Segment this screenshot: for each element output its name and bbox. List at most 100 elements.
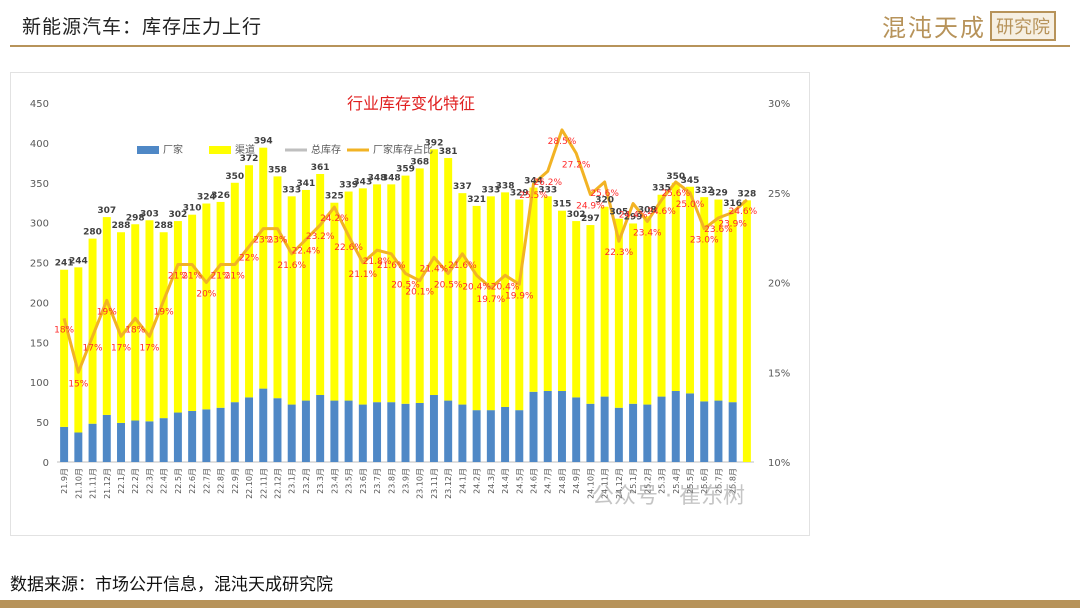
bar-factory — [373, 402, 382, 462]
ratio-value-label: 22.3% — [605, 248, 634, 258]
bar-channel — [671, 182, 680, 391]
total-value-label: 345 — [681, 176, 700, 186]
bar-channel — [202, 203, 211, 410]
ratio-value-label: 17% — [83, 343, 103, 353]
title-divider — [10, 45, 1070, 47]
bar-channel — [401, 175, 410, 404]
x-tick-label: 24.1月 — [458, 468, 467, 494]
bar-channel-final — [742, 200, 751, 462]
ratio-value-label: 25.5% — [519, 191, 548, 201]
bar-factory — [572, 397, 581, 462]
x-tick-label: 23.2月 — [302, 468, 311, 494]
ratio-line — [62, 128, 748, 374]
x-tick-label: 23.5月 — [345, 468, 354, 494]
bar-factory — [60, 426, 69, 462]
ratio-value-label: 24.6% — [647, 207, 676, 217]
bar-factory — [671, 390, 680, 462]
bar-channel — [131, 224, 140, 421]
ratio-value-label: 19% — [97, 307, 117, 317]
total-value-label: 350 — [666, 172, 685, 182]
brand-logo: 混沌天成 研究院 — [882, 8, 1056, 43]
total-value-label: 358 — [268, 165, 287, 175]
bar-factory — [629, 403, 638, 462]
x-tick-label: 21.11月 — [89, 468, 98, 499]
bar-channel — [245, 165, 254, 398]
bar-channel — [316, 174, 325, 395]
ratio-value-label: 22% — [239, 254, 259, 264]
x-tick-label: 22.9月 — [231, 468, 240, 494]
bar-channel — [117, 232, 125, 423]
x-tick-label: 24.8月 — [558, 468, 567, 494]
bar-factory — [458, 404, 467, 462]
legend-swatch — [137, 146, 159, 154]
total-value-label: 338 — [496, 181, 515, 191]
total-value-label: 315 — [553, 200, 572, 210]
x-tick-label: 22.12月 — [273, 468, 282, 499]
total-value-label: 326 — [211, 191, 230, 201]
bar-factory — [131, 420, 140, 462]
x-tick-label: 25.7月 — [714, 468, 723, 494]
x-tick-label: 23.10月 — [416, 468, 425, 499]
bar-factory — [159, 418, 168, 462]
y-left-tick-label: 200 — [30, 298, 49, 309]
ratio-value-label: 19% — [154, 307, 174, 317]
total-value-label: 321 — [467, 195, 486, 205]
total-value-label: 333 — [538, 185, 557, 195]
ratio-value-label: 27.2% — [562, 160, 591, 170]
ratio-value-label: 20.5% — [434, 281, 463, 291]
bar-factory — [230, 402, 239, 462]
bar-channel — [259, 147, 268, 389]
bar-factory — [301, 400, 310, 462]
x-tick-label: 23.9月 — [402, 468, 411, 494]
bar-channel — [145, 220, 154, 422]
total-value-label: 324 — [197, 193, 216, 203]
bar-channel — [444, 158, 453, 401]
y-left-tick-label: 450 — [30, 99, 49, 110]
bar-channel — [600, 206, 609, 397]
x-tick-label: 22.2月 — [131, 468, 140, 494]
x-tick-label: 24.6月 — [530, 468, 539, 494]
brand-badge: 研究院 — [990, 10, 1056, 41]
total-value-label: 298 — [126, 213, 145, 223]
total-value-label: 333 — [481, 185, 500, 195]
x-tick-label: 25.6月 — [700, 468, 709, 494]
bar-factory — [401, 403, 410, 462]
bar-channel — [230, 182, 239, 403]
bar-channel — [643, 216, 652, 405]
bar-channel — [486, 196, 495, 411]
ratio-value-label: 23.6% — [704, 225, 733, 235]
ratio-value-label: 21.4% — [420, 264, 449, 274]
x-tick-label: 25.5月 — [686, 468, 695, 494]
bar-channel — [700, 197, 709, 402]
bar-factory — [501, 406, 510, 462]
ratio-value-label: 21% — [182, 272, 202, 282]
total-value-label: 316 — [723, 199, 742, 209]
bar-channel — [387, 184, 396, 403]
bar-channel — [686, 186, 694, 394]
x-tick-label: 21.10月 — [74, 468, 83, 499]
bar-channel — [102, 217, 111, 415]
y-left-tick-label: 300 — [30, 219, 49, 230]
ratio-value-label: 18% — [54, 325, 74, 335]
bar-factory — [344, 400, 353, 462]
bar-channel — [358, 188, 367, 405]
bar-channel — [728, 209, 737, 403]
bar-channel — [74, 267, 83, 433]
total-value-label: 332 — [695, 186, 714, 196]
bar-channel — [287, 196, 296, 405]
ratio-value-label: 23% — [253, 236, 273, 246]
bar-factory — [529, 391, 538, 462]
bar-factory — [643, 404, 652, 462]
ratio-value-label: 23.0% — [690, 236, 719, 246]
bar-channel — [543, 196, 552, 391]
bar-factory — [202, 409, 211, 462]
total-value-label: 348 — [368, 173, 387, 183]
ratio-value-label: 24.9% — [576, 202, 605, 212]
ratio-value-label: 21% — [168, 272, 188, 282]
total-value-label: 303 — [140, 209, 159, 219]
page-title: 新能源汽车：库存压力上行 — [22, 16, 263, 38]
ratio-value-label: 28.5% — [548, 137, 577, 147]
ratio-value-label: 24.4% — [619, 211, 648, 221]
bar-factory — [700, 401, 709, 462]
total-value-label: 302 — [567, 210, 586, 220]
